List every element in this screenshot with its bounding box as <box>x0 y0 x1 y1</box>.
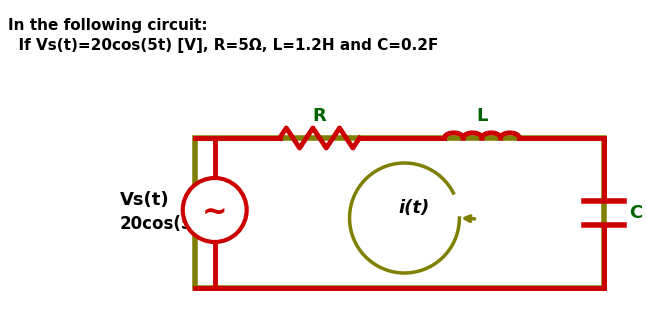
Text: ~: ~ <box>202 197 227 226</box>
Text: Vs(t): Vs(t) <box>120 191 169 209</box>
Text: L: L <box>476 107 488 125</box>
Bar <box>194 138 604 288</box>
Text: i(t): i(t) <box>399 199 430 217</box>
Text: 20cos(5t): 20cos(5t) <box>120 215 209 233</box>
Text: R: R <box>313 107 326 125</box>
Text: If Vs(t)=20cos(5t) [V], R=5Ω, L=1.2H and C=0.2F: If Vs(t)=20cos(5t) [V], R=5Ω, L=1.2H and… <box>8 38 439 53</box>
Text: In the following circuit:: In the following circuit: <box>8 18 207 33</box>
Text: C: C <box>629 204 642 222</box>
Circle shape <box>183 178 247 242</box>
